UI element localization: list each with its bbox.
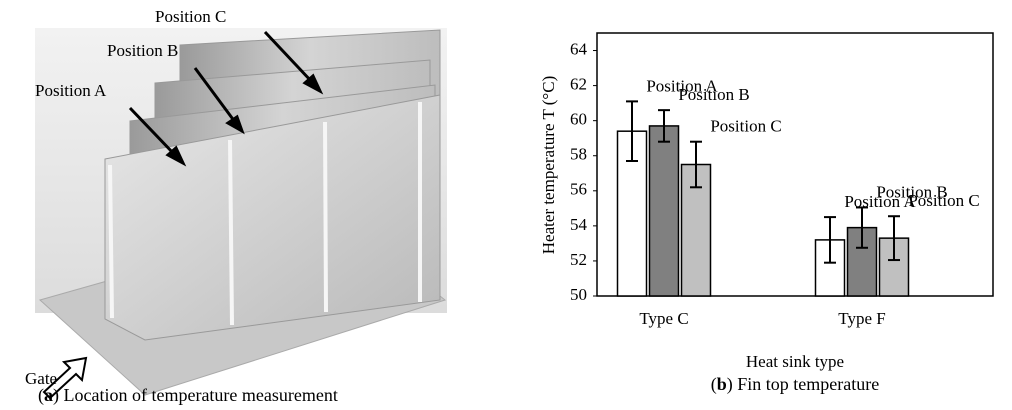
x-axis-label: Heat sink type bbox=[746, 352, 844, 371]
position-label: Position A bbox=[35, 81, 107, 100]
data-label: Position C bbox=[710, 117, 781, 136]
position-label: Position C bbox=[155, 7, 226, 26]
bar-chart: Heat sink type Heater temperature T (°C)… bbox=[539, 33, 993, 395]
bar bbox=[650, 126, 679, 296]
data-label: Position B bbox=[678, 85, 749, 104]
position-label: Position B bbox=[107, 41, 178, 60]
x-tick-label: Type C bbox=[639, 309, 688, 328]
y-axis-label: Heater temperature T (°C) bbox=[539, 76, 558, 254]
caption: (a) Location of temperature measurement bbox=[38, 385, 338, 406]
y-tick-label: 56 bbox=[570, 180, 587, 199]
y-tick-label: 60 bbox=[570, 110, 587, 129]
caption: (b) Fin top temperature bbox=[711, 374, 879, 395]
y-tick-label: 52 bbox=[570, 250, 587, 269]
page: Position A Position B Position C Gate (a… bbox=[0, 0, 1012, 410]
y-tick-label: 62 bbox=[570, 75, 587, 94]
x-tick-label: Type F bbox=[838, 309, 885, 328]
y-tick-label: 58 bbox=[570, 145, 587, 164]
y-tick-label: 64 bbox=[570, 39, 588, 58]
y-tick-label: 50 bbox=[570, 285, 587, 304]
y-tick-label: 54 bbox=[570, 215, 588, 234]
data-label: Position C bbox=[908, 191, 979, 210]
figure: Position A Position B Position C Gate (a… bbox=[0, 0, 1012, 410]
